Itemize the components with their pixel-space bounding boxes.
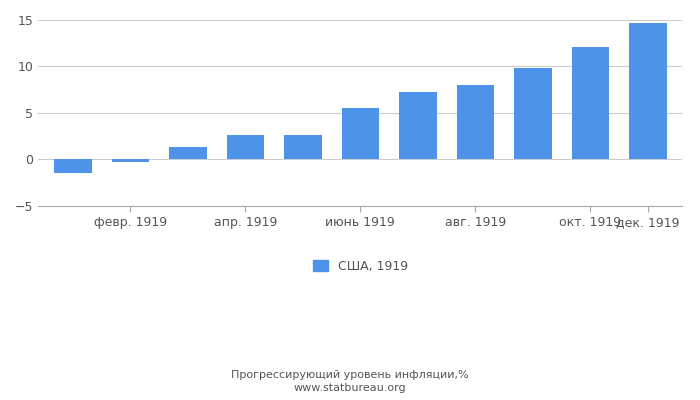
Text: www.statbureau.org: www.statbureau.org [294,383,406,393]
Bar [112,160,149,162]
Bar [399,92,437,160]
Bar [456,85,494,160]
Bar [169,147,206,160]
Bar [54,160,92,173]
Legend: США, 1919: США, 1919 [308,255,413,278]
Bar [572,47,609,160]
Bar [284,135,321,160]
Text: Прогрессирующий уровень инфляции,%: Прогрессирующий уровень инфляции,% [231,370,469,380]
Bar [514,68,552,160]
Bar [629,23,666,160]
Bar [342,108,379,160]
Bar [227,135,264,160]
